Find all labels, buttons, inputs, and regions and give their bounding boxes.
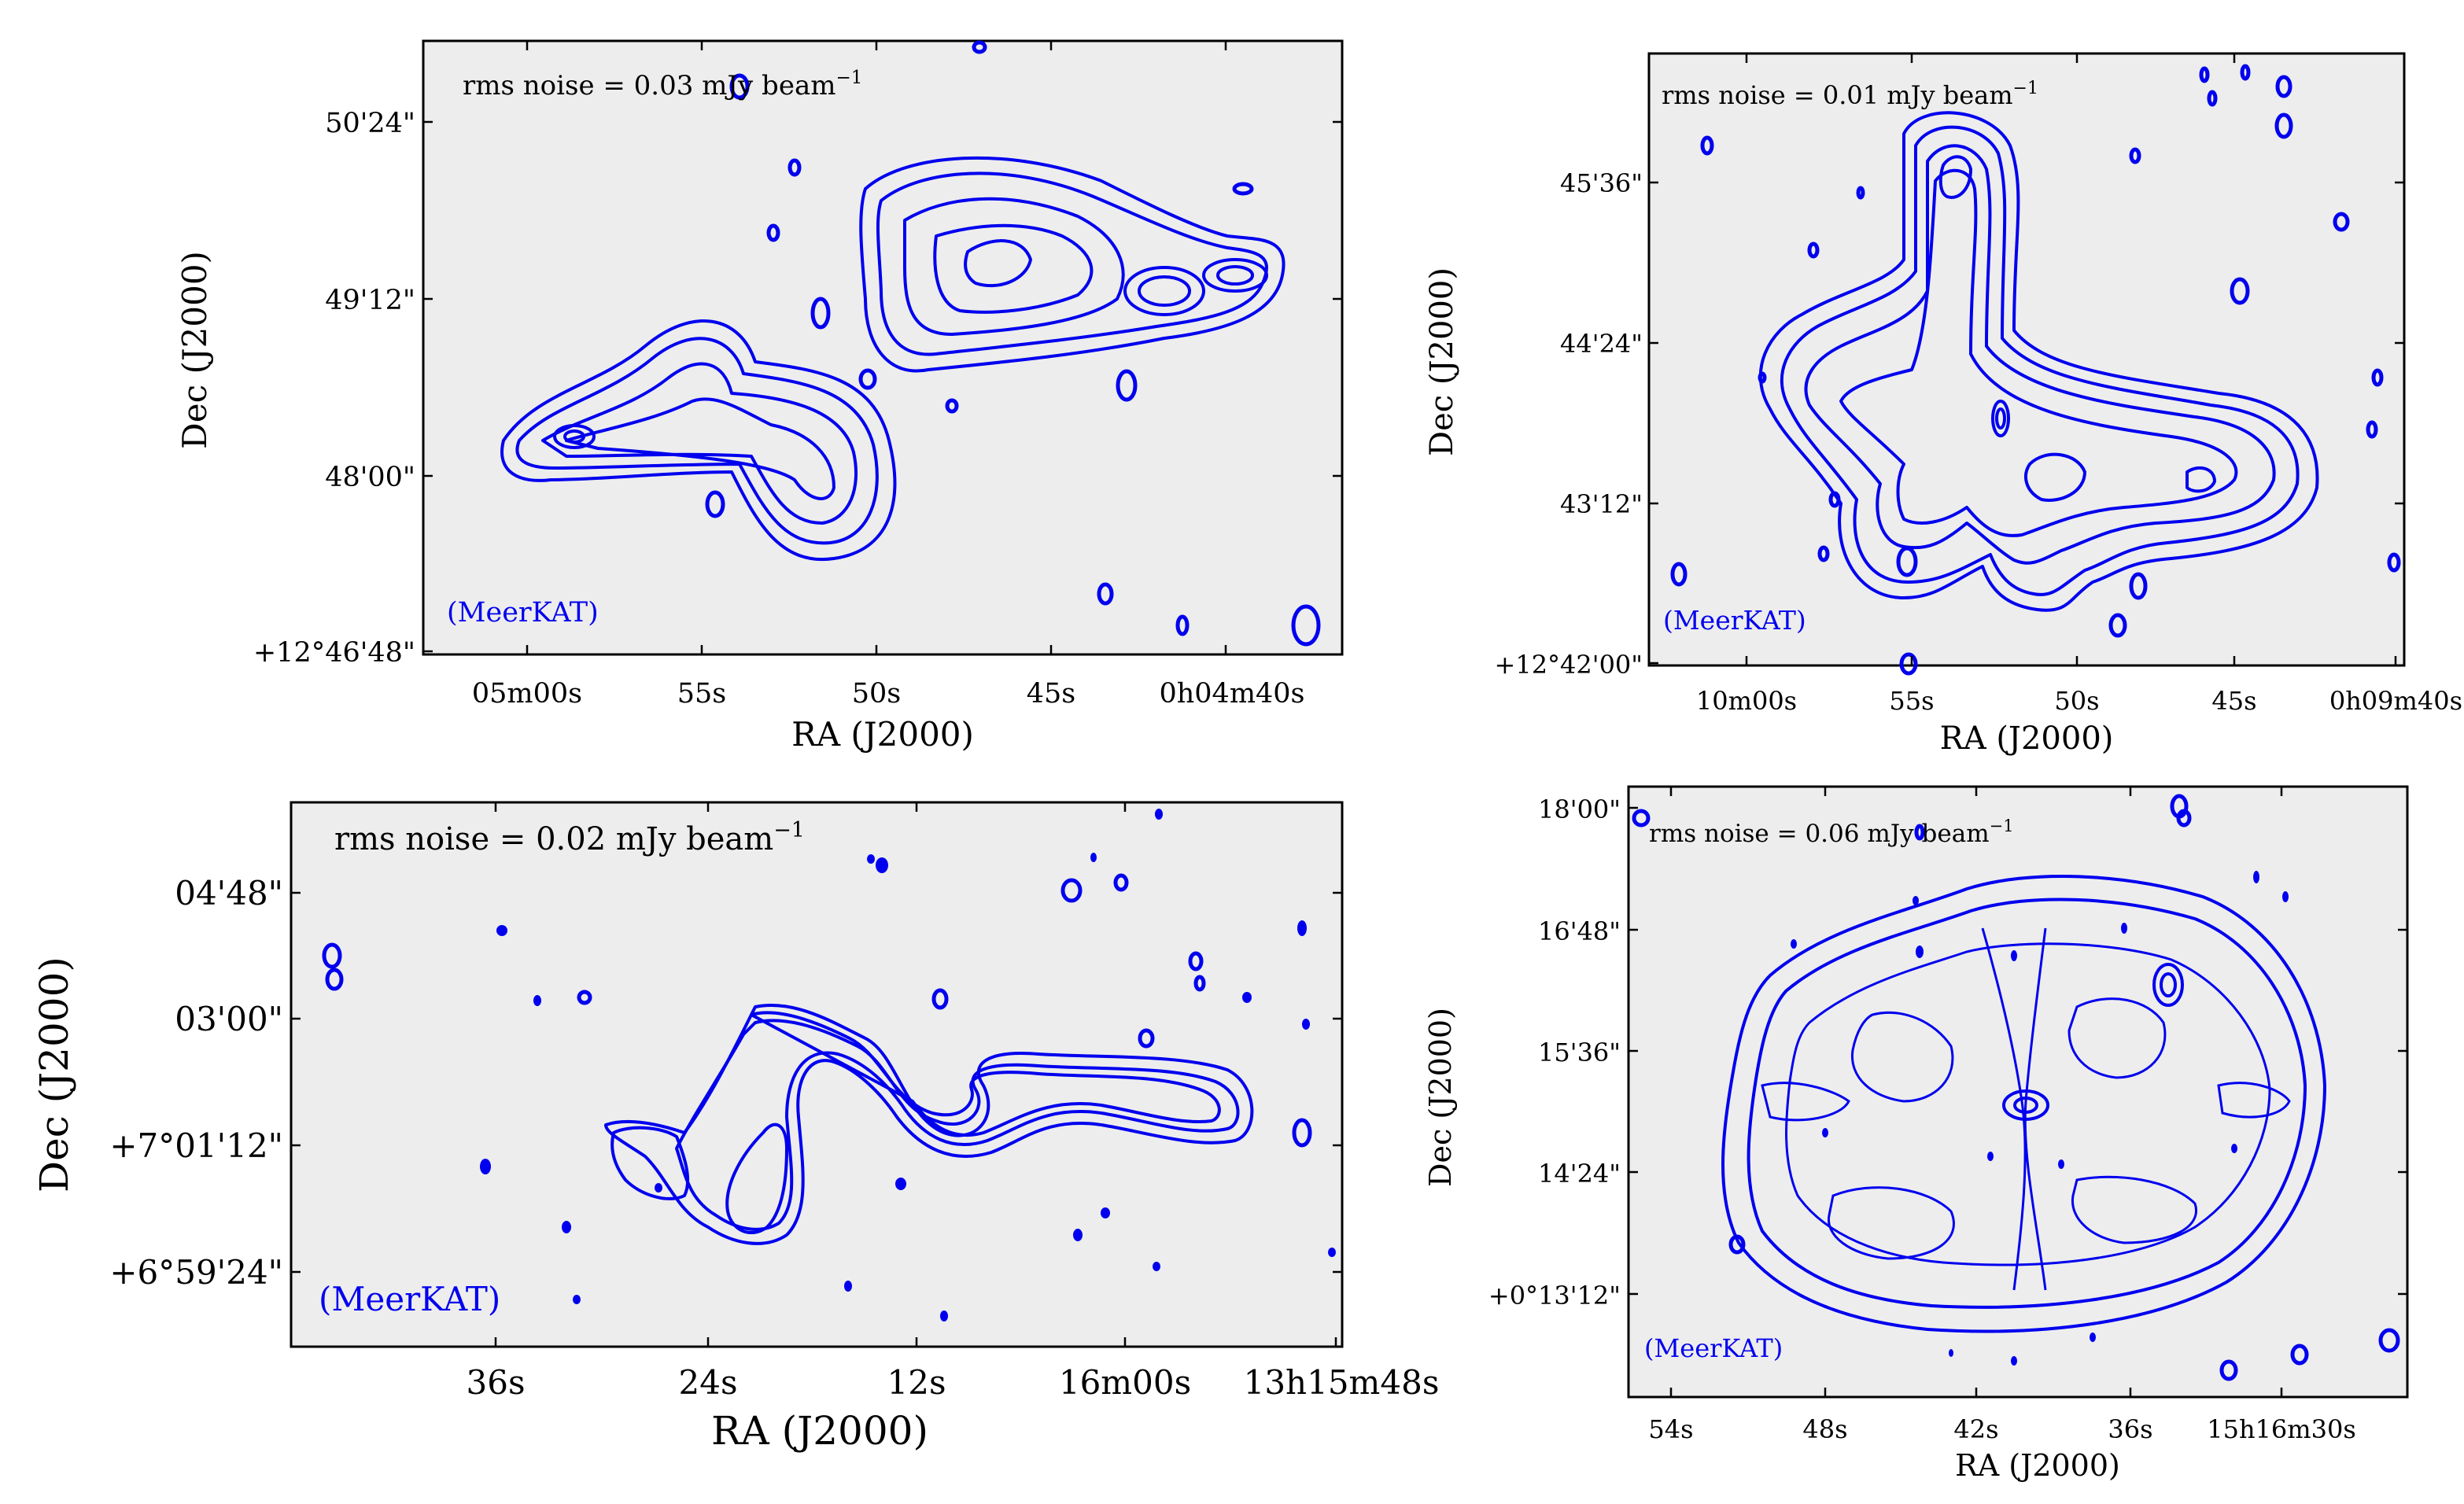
y-tick-label: 18'00" — [1538, 794, 1621, 824]
rms-noise-annotation: rms noise = 0.06 mJy beam−1 — [1649, 817, 2014, 848]
x-tick-label: 55s — [1889, 686, 1934, 716]
x-tick-label: 0h04m40s — [1159, 678, 1304, 710]
telescope-label: (MeerKAT) — [447, 597, 599, 629]
x-tick-label: 50s — [852, 678, 902, 710]
x-tick-label: 36s — [2108, 1414, 2152, 1444]
radio-source-contours — [1758, 111, 2319, 612]
x-axis-label: RA (J2000) — [791, 715, 974, 754]
y-tick-label: 15'36" — [1538, 1038, 1621, 1067]
y-tick-label: 04'48" — [175, 874, 283, 912]
telescope-label: (MeerKAT) — [1663, 605, 1806, 636]
compact-sources — [322, 809, 1336, 1322]
y-axis-label: Dec (J2000) — [1423, 1008, 1458, 1187]
axis-ticks — [1629, 787, 2407, 1397]
y-tick-label: 43'12" — [1560, 489, 1643, 519]
compact-sources — [1632, 794, 2400, 1381]
radio-source-contours — [604, 1004, 1254, 1245]
y-tick-label: 48'00" — [325, 462, 415, 493]
x-tick-label: 0h09m40s — [2329, 686, 2462, 716]
y-tick-label: 03'00" — [175, 1000, 283, 1038]
radio-source-contours — [1721, 875, 2326, 1333]
rms-noise-annotation: rms noise = 0.03 mJy beam−1 — [463, 68, 862, 101]
radio-source-contours — [500, 156, 1285, 562]
y-tick-label: 14'24" — [1538, 1159, 1621, 1189]
x-tick-label: 54s — [1648, 1414, 1693, 1444]
x-tick-label: 45s — [2211, 686, 2256, 716]
y-tick-label: 45'36" — [1560, 168, 1643, 198]
compact-sources — [1670, 64, 2401, 676]
y-tick-label: 50'24" — [325, 108, 415, 139]
y-tick-label: +12°46'48" — [253, 637, 415, 669]
x-tick-label: 50s — [2054, 686, 2099, 716]
y-axis-label: Dec (J2000) — [175, 251, 214, 449]
y-tick-label: +6°59'24" — [109, 1253, 283, 1292]
y-tick-label: 49'12" — [325, 285, 415, 316]
y-tick-label: 44'24" — [1560, 329, 1643, 359]
x-tick-label: 42s — [1953, 1414, 1998, 1444]
axis-ticks — [291, 802, 1342, 1347]
compact-sources — [705, 40, 1321, 647]
x-tick-label: 10m00s — [1696, 686, 1797, 716]
panel-bottom-left: 04'48" 03'00" +7°01'12" +6°59'24" 36s 24… — [31, 801, 1440, 1454]
x-tick-label: 24s — [679, 1363, 738, 1402]
axis-ticks — [1649, 53, 2404, 665]
x-tick-label: 55s — [677, 678, 727, 710]
x-tick-label: 13h15m48s — [1244, 1363, 1440, 1402]
panel-bottom-right: 18'00" 16'48" 15'36" 14'24" +0°13'12" 54… — [1423, 785, 2409, 1483]
x-tick-label: 36s — [467, 1363, 526, 1402]
x-tick-label: 12s — [887, 1363, 946, 1402]
x-axis-label: RA (J2000) — [1955, 1448, 2120, 1483]
rms-noise-annotation: rms noise = 0.02 mJy beam−1 — [334, 818, 805, 857]
telescope-label: (MeerKAT) — [1644, 1333, 1783, 1363]
telescope-label: (MeerKAT) — [319, 1280, 500, 1318]
plot-frame — [422, 39, 1344, 656]
y-axis-label: Dec (J2000) — [1424, 267, 1460, 456]
x-axis-label: RA (J2000) — [1940, 721, 2114, 757]
x-axis-label: RA (J2000) — [711, 1408, 928, 1454]
y-tick-label: +0°13'12" — [1488, 1281, 1621, 1310]
y-tick-label: 16'48" — [1538, 916, 1621, 946]
y-tick-label: +7°01'12" — [109, 1126, 283, 1165]
panel-top-right: 45'36" 44'24" 43'12" +12°42'00" 10m00s 5… — [1424, 52, 2462, 757]
y-axis-label: Dec (J2000) — [31, 957, 77, 1193]
y-tick-label: +12°42'00" — [1495, 650, 1643, 680]
axis-ticks — [423, 41, 1342, 654]
x-tick-label: 16m00s — [1059, 1363, 1191, 1402]
x-tick-label: 48s — [1802, 1414, 1847, 1444]
plot-frame — [290, 801, 1344, 1348]
rms-noise-annotation: rms noise = 0.01 mJy beam−1 — [1662, 79, 2038, 110]
x-tick-label: 45s — [1027, 678, 1076, 710]
panel-top-left: 50'24" 49'12" 48'00" +12°46'48" 05m00s 5… — [175, 39, 1344, 754]
x-tick-label: 05m00s — [472, 678, 582, 710]
x-tick-label: 15h16m30s — [2207, 1414, 2356, 1444]
